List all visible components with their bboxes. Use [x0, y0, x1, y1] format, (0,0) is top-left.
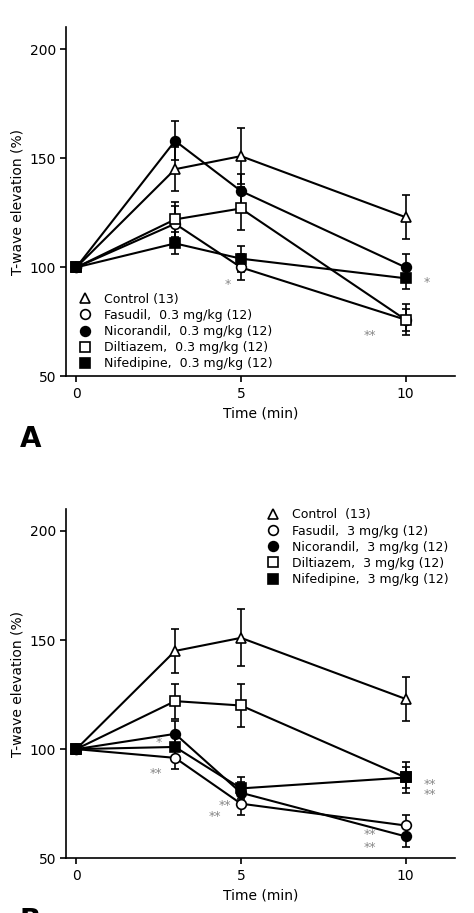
Text: **: **	[209, 810, 221, 824]
X-axis label: Time (min): Time (min)	[223, 888, 299, 902]
Text: **: **	[364, 329, 376, 341]
Text: A: A	[20, 425, 41, 454]
Text: *: *	[155, 736, 162, 749]
Text: *: *	[424, 276, 430, 289]
Text: **: **	[219, 800, 231, 813]
Legend: Control  (13), Fasudil,  3 mg/kg (12), Nicorandil,  3 mg/kg (12), Diltiazem,  3 : Control (13), Fasudil, 3 mg/kg (12), Nic…	[261, 509, 449, 586]
Legend: Control (13), Fasudil,  0.3 mg/kg (12), Nicorandil,  0.3 mg/kg (12), Diltiazem, : Control (13), Fasudil, 0.3 mg/kg (12), N…	[73, 293, 273, 371]
X-axis label: Time (min): Time (min)	[223, 406, 299, 421]
Y-axis label: T-wave elevation (%): T-wave elevation (%)	[10, 129, 24, 275]
Y-axis label: T-wave elevation (%): T-wave elevation (%)	[10, 611, 24, 757]
Text: *: *	[225, 278, 231, 291]
Text: B: B	[20, 908, 41, 913]
Text: **: **	[424, 778, 436, 791]
Text: **: **	[424, 789, 436, 802]
Text: **: **	[149, 767, 162, 780]
Text: **: **	[364, 841, 376, 854]
Text: **: **	[364, 828, 376, 841]
